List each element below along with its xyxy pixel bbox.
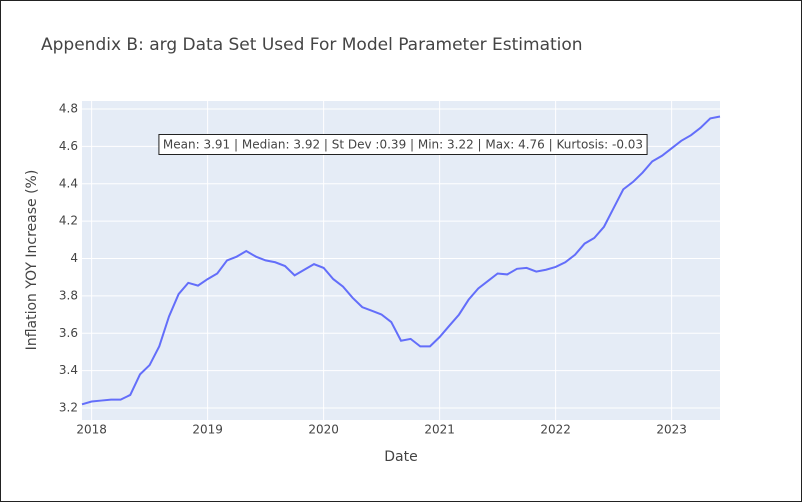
x-tick-label: 2019 [192, 423, 223, 437]
x-tick-label: 2018 [76, 423, 107, 437]
y-tick-label: 3.8 [59, 288, 78, 302]
y-tick-label: 4.6 [59, 139, 78, 153]
y-tick-label: 4.2 [59, 214, 78, 228]
x-tick-label: 2020 [308, 423, 339, 437]
x-axis-label: Date [384, 449, 417, 465]
line [81, 115, 721, 406]
x-tick-label: 2021 [424, 423, 455, 437]
y-tick-label: 3.4 [59, 363, 78, 377]
y-tick-label: 4.4 [59, 176, 78, 190]
annotation-box [158, 134, 648, 155]
y-tick-label: 3.2 [59, 401, 78, 415]
chart-title: Appendix B: arg Data Set Used For Model … [41, 35, 583, 55]
x-tick-label: 2023 [656, 423, 687, 437]
annotation: Mean: 3.91 | Median: 3.92 | St Dev :0.39… [163, 138, 643, 152]
y-tick-label: 3.6 [59, 326, 78, 340]
y-tick-label: 4 [70, 251, 78, 265]
x-tick-label: 2022 [540, 423, 571, 437]
y-axis-label: Inflation YOY Increase (%) [24, 170, 40, 351]
y-tick-label: 4.8 [59, 102, 78, 116]
